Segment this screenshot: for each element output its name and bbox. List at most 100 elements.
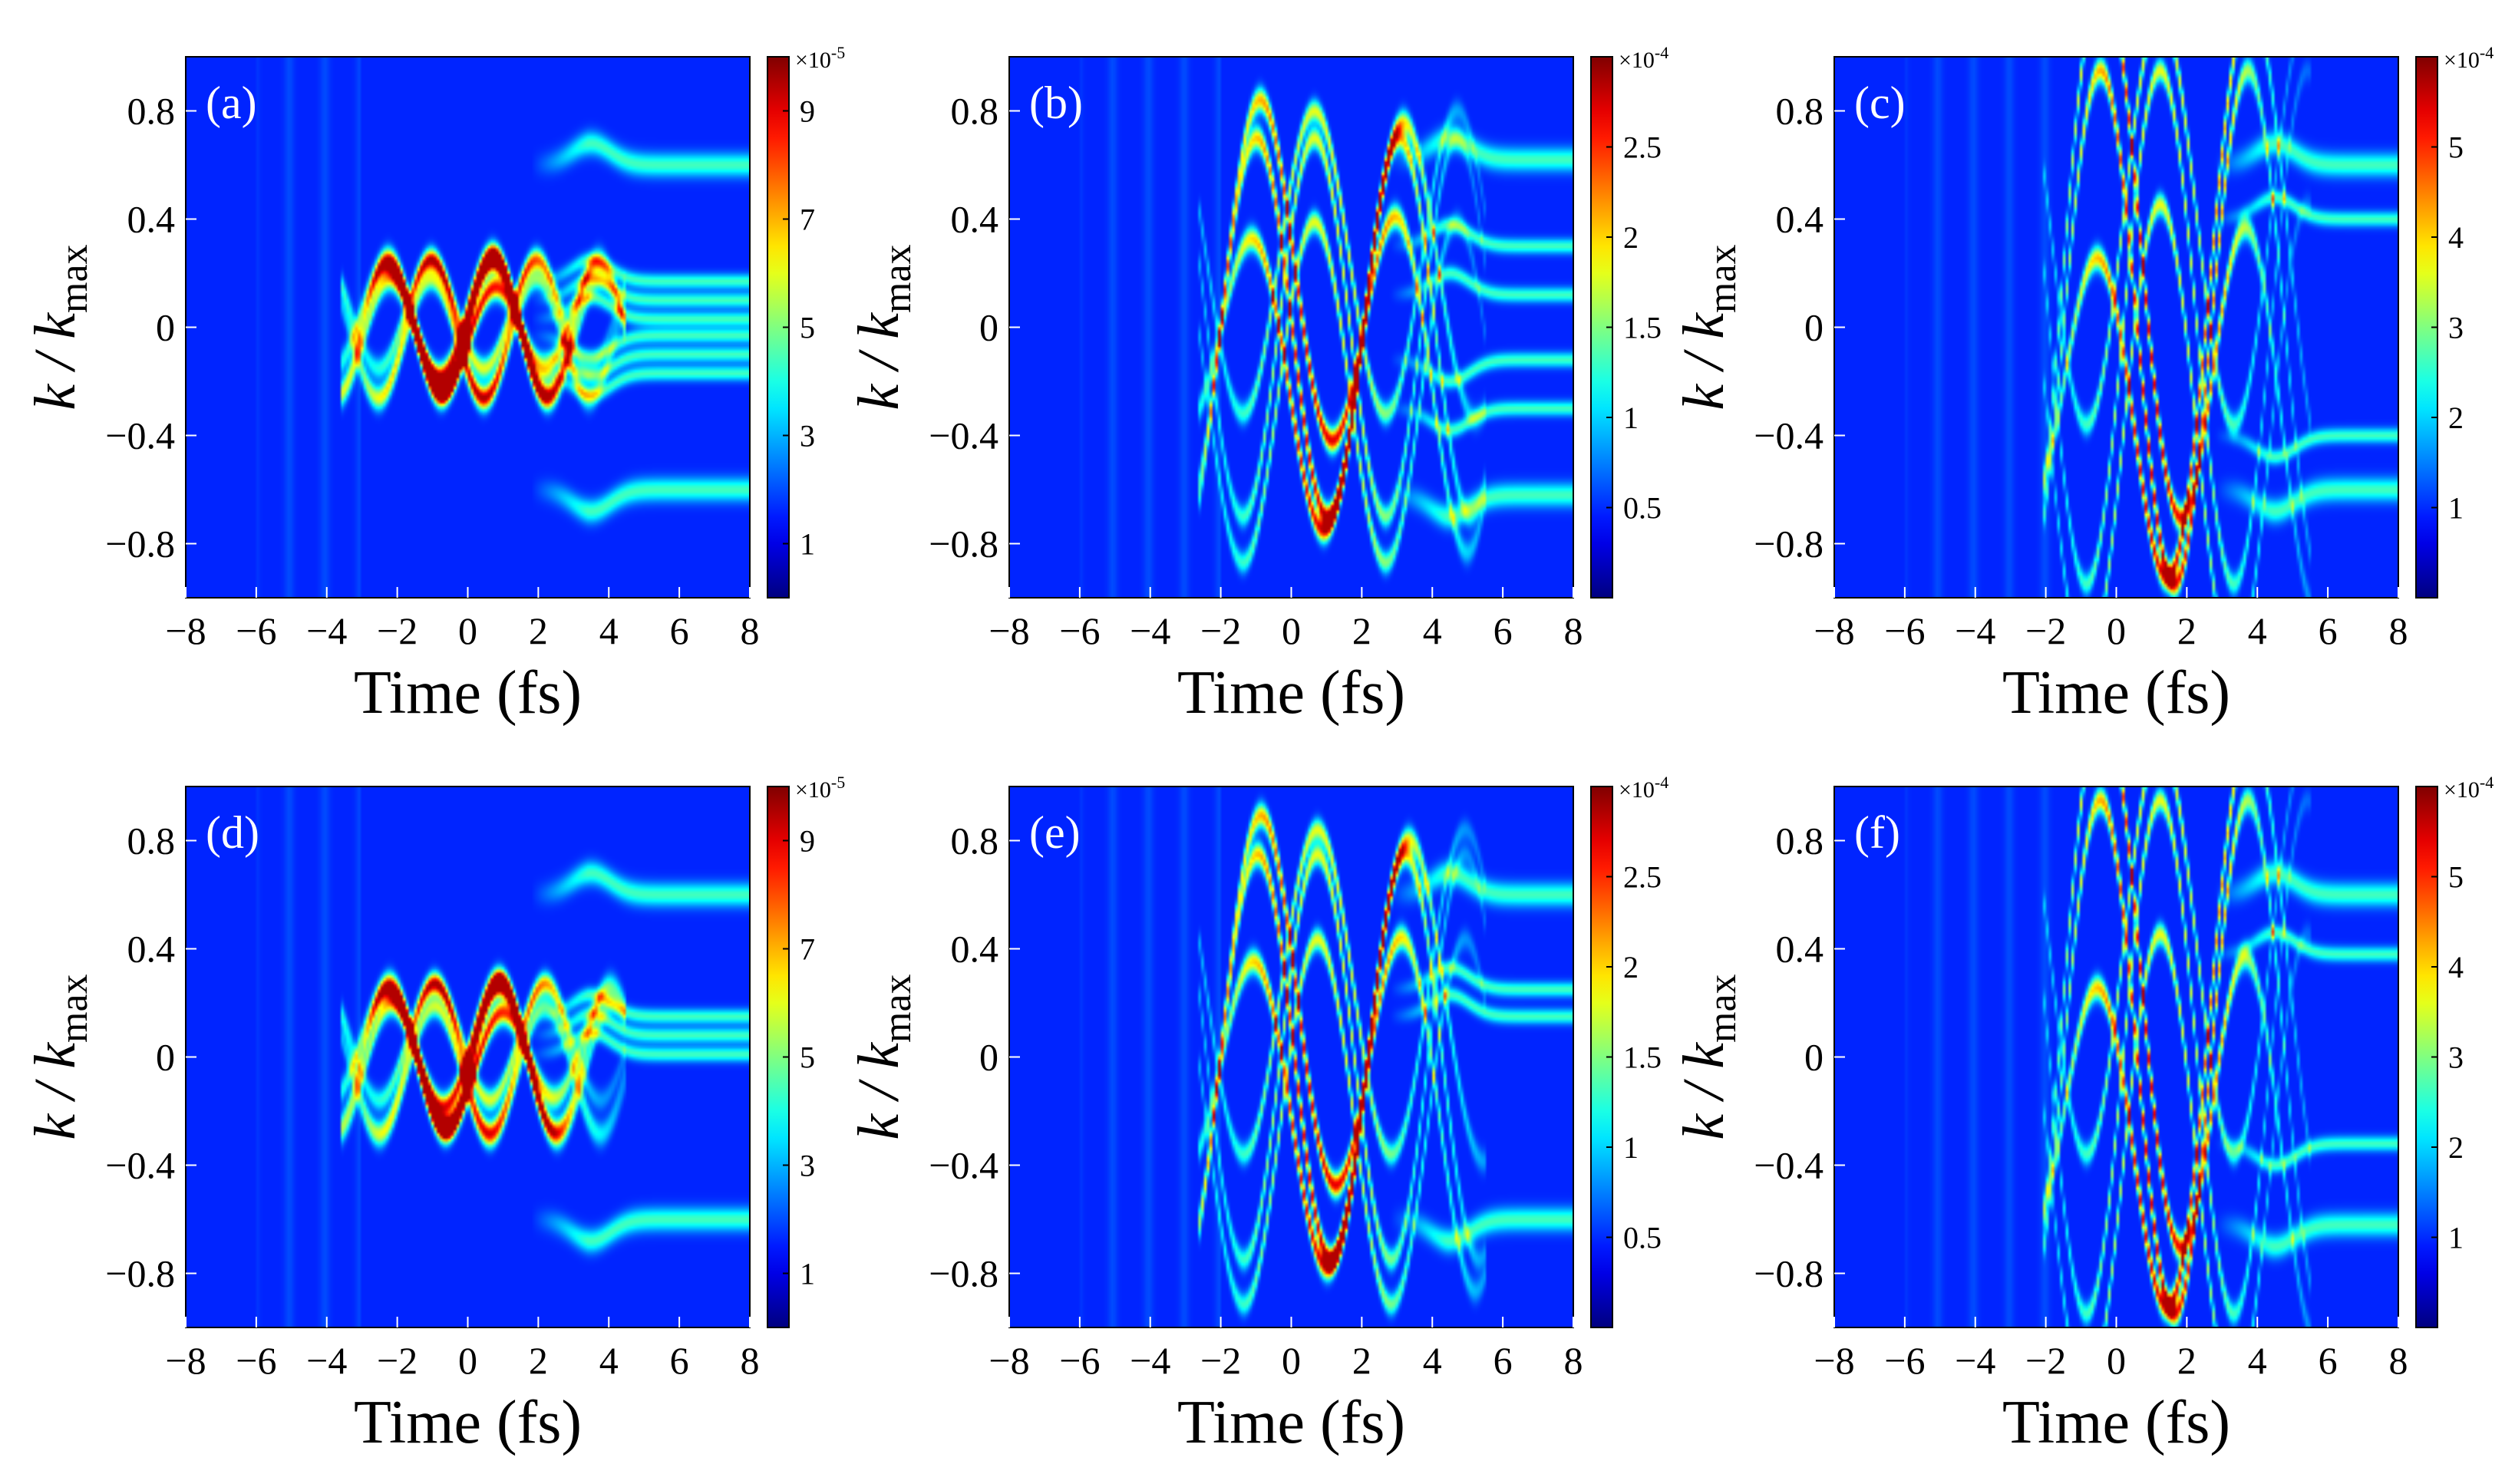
y-tick-label: 0.4 (127, 928, 176, 971)
x-tick-label: −6 (236, 609, 276, 652)
colorbar-exponent-power: -4 (1655, 773, 1668, 792)
x-tick-label: 2 (2177, 609, 2196, 652)
heatmap-c (1834, 57, 2398, 598)
panel-e: (e) −8 −6 −4 −2 0 2 4 6 8 0.8 0.4 0 −0.4 −0.8 Time (fs)… (847, 773, 1668, 1456)
y-axis-label-sub: max (52, 244, 96, 313)
x-tick-label: 0 (2107, 609, 2126, 652)
colorbar-tick-label: 7 (800, 203, 815, 237)
colorbar-tick-label: 2.5 (1623, 130, 1662, 165)
x-tick-label: −8 (989, 609, 1029, 652)
colorbar-tick-label: 5 (2448, 860, 2464, 895)
colorbar-exponent-base: ×10 (2444, 777, 2480, 803)
colorbar-tick-label: 1 (2448, 491, 2464, 526)
colorbar-tick-label: 2 (2448, 401, 2464, 435)
x-tick-label: −4 (306, 1339, 347, 1382)
x-tick-label: −6 (236, 1339, 276, 1382)
x-tick-label: 4 (599, 609, 619, 652)
x-axis-label: Time (fs) (1177, 659, 1405, 727)
x-tick-label: −6 (1884, 1339, 1925, 1382)
colorbar-tick-label: 1 (1623, 1130, 1639, 1165)
heatmap-f (1834, 787, 2398, 1327)
y-axis-label-sub: max (876, 244, 919, 313)
x-tick-label: 8 (1564, 1339, 1583, 1382)
x-tick-label: −8 (1814, 609, 1854, 652)
y-tick-label: −0.8 (105, 523, 175, 566)
x-tick-label: 4 (1423, 609, 1442, 652)
x-tick-label: −4 (306, 609, 347, 652)
colorbar-tick-label: 1 (800, 1257, 815, 1291)
x-tick-label: −8 (165, 1339, 206, 1382)
x-tick-label: 6 (2319, 609, 2338, 652)
x-tick-label: 8 (741, 1339, 760, 1382)
x-tick-label: 8 (741, 609, 760, 652)
colorbar-tick-label: 0.5 (1623, 1221, 1662, 1255)
y-axis-label-main: k / k (23, 312, 87, 411)
y-axis-label: k / kmax (23, 974, 96, 1139)
y-axis-label: k / kmax (23, 244, 96, 410)
x-tick-label: 8 (2389, 1339, 2408, 1382)
y-axis-label-main: k / k (23, 1042, 87, 1140)
colorbar-exponent-base: ×10 (2444, 48, 2480, 73)
x-tick-label: −2 (377, 609, 418, 652)
colorbar-tick-label: 2 (1623, 950, 1639, 984)
x-axis-label: Time (fs) (354, 1389, 582, 1456)
colorbar-tick-label: 5 (800, 1040, 815, 1075)
y-tick-label: 0.8 (951, 819, 999, 862)
colorbar-tick-label: 0.5 (1623, 491, 1662, 526)
x-axis-label: Time (fs) (2002, 1389, 2230, 1456)
y-tick-label: 0 (1804, 306, 1824, 349)
colorbar-tick-label: 9 (800, 94, 815, 129)
colorbar-exponent-base: ×10 (1619, 777, 1655, 803)
x-tick-label: −6 (1059, 1339, 1100, 1382)
colorbar-tick-label: 2 (1623, 220, 1639, 255)
colorbar-tick-label: 2.5 (1623, 860, 1662, 895)
x-tick-label: 6 (670, 609, 689, 652)
y-tick-label: 0.8 (127, 819, 176, 862)
y-axis-label-sub: max (876, 974, 919, 1043)
colorbar-tick-label: 9 (800, 824, 815, 859)
panel-label: (b) (1029, 77, 1083, 128)
y-axis-label: k / kmax (847, 244, 919, 410)
x-axis-label: Time (fs) (354, 659, 582, 727)
y-tick-label: −0.8 (105, 1252, 175, 1295)
y-axis-label-main: k / k (847, 1042, 911, 1140)
x-tick-label: 2 (1352, 1339, 1371, 1382)
colorbar-tick-label: 5 (2448, 130, 2464, 165)
y-tick-label: −0.8 (1754, 1252, 1824, 1295)
x-tick-label: −4 (1130, 609, 1170, 652)
colorbar-tick-label: 3 (2448, 311, 2464, 345)
x-tick-label: 0 (2107, 1339, 2126, 1382)
y-tick-label: 0.8 (1776, 90, 1824, 133)
x-tick-label: −6 (1884, 609, 1925, 652)
x-axis-label: Time (fs) (2002, 659, 2230, 727)
x-tick-label: −2 (2025, 1339, 2066, 1382)
y-axis-label-main: k / k (1672, 1042, 1736, 1140)
colorbar-exponent: ×10-5 (795, 773, 845, 803)
y-tick-label: −0.4 (929, 1144, 998, 1187)
colorbar-tick-label: 3 (800, 419, 815, 453)
x-tick-label: 6 (670, 1339, 689, 1382)
x-tick-label: 6 (1493, 609, 1513, 652)
x-tick-label: 2 (1352, 609, 1371, 652)
panel-label: (f) (1854, 807, 1900, 858)
y-tick-label: 0.4 (951, 928, 999, 971)
x-tick-label: 2 (529, 1339, 548, 1382)
x-tick-label: −8 (1814, 1339, 1854, 1382)
colorbar-exponent: ×10-4 (1619, 43, 1668, 73)
panel-d: (d) −8 −6 −4 −2 0 2 4 6 8 0.8 0.4 0 −0.4 −0.8 Time (fs)… (23, 773, 845, 1456)
panel-label: (a) (206, 77, 257, 128)
colorbar-tick-label: 7 (800, 932, 815, 967)
panel-f: (f) −8 −6 −4 −2 0 2 4 6 8 0.8 0.4 0 −0.4 −0.8 Time (fs)… (1672, 773, 2494, 1456)
panel-b: (b) −8 −6 −4 −2 0 2 4 6 8 0.8 0.4 0 −0.4 −0.8 Time (fs)… (847, 43, 1668, 727)
y-tick-label: 0 (1804, 1036, 1824, 1079)
x-tick-label: −2 (1200, 1339, 1241, 1382)
x-axis-label: Time (fs) (1177, 1389, 1405, 1456)
x-tick-label: 6 (1493, 1339, 1513, 1382)
x-tick-label: 0 (458, 609, 477, 652)
x-tick-label: −2 (2025, 609, 2066, 652)
x-tick-label: 0 (458, 1339, 477, 1382)
y-tick-label: 0.4 (951, 198, 999, 241)
x-tick-label: −4 (1130, 1339, 1170, 1382)
colorbar-exponent-power: -4 (1655, 43, 1668, 62)
